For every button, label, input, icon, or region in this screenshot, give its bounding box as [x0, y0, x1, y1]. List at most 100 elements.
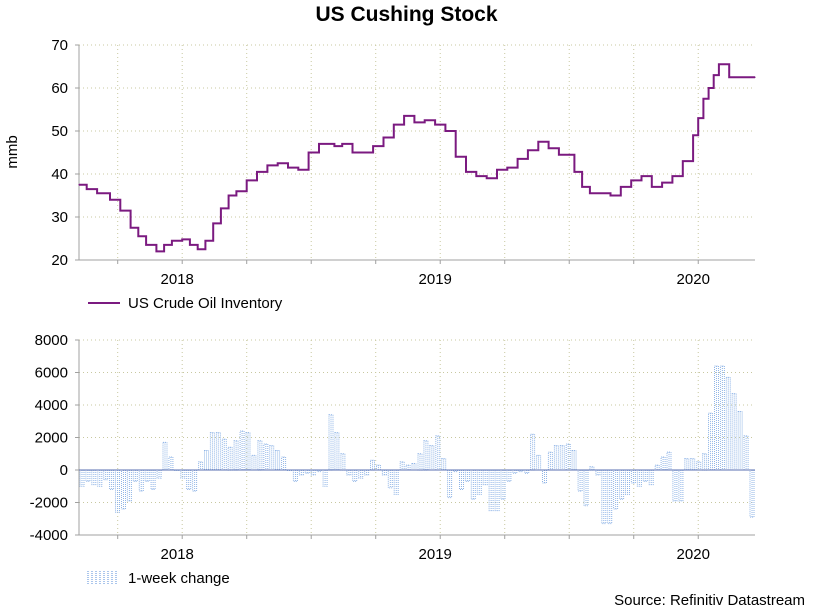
bar-1-week-change: [464, 469, 470, 482]
line-chart-legend: US Crude Oil Inventory: [88, 295, 283, 312]
line-data-point: [403, 115, 405, 117]
line-data-point: [333, 145, 336, 147]
legend-bar-label: 1-week change: [128, 570, 230, 587]
line-data-point: [413, 121, 416, 123]
bar-1-week-change: [144, 469, 150, 482]
line-data-point: [697, 117, 699, 119]
line-chart-x-tick-label: 2020: [677, 271, 710, 288]
line-chart-y-axis-label: mmb: [4, 135, 21, 168]
bar-1-week-change: [132, 469, 138, 482]
bar-chart-grid: [79, 339, 755, 535]
source-note: Source: Refinitiv Datastream: [614, 592, 805, 609]
bar-chart-y-tick-label: 2000: [35, 430, 68, 447]
line-data-point: [630, 179, 632, 182]
line-chart-series: [78, 63, 756, 253]
line-data-point: [96, 192, 98, 194]
line-chart-x-ticks: 2018 2019 2020: [161, 271, 710, 288]
line-data-point: [189, 244, 191, 246]
line-data-point: [297, 169, 299, 171]
line-data-point: [434, 123, 436, 126]
bar-1-week-change: [215, 432, 221, 471]
line-chart-axes: [75, 44, 755, 264]
line-data-point: [444, 130, 446, 132]
line-data-point: [119, 209, 121, 212]
line-data-point: [589, 192, 591, 194]
legend-bar-swatch: [87, 571, 117, 584]
line-data-point: [287, 166, 289, 169]
legend-line-label: US Crude Oil Inventory: [128, 295, 283, 312]
bar-chart-x-tick-label: 2018: [161, 546, 194, 563]
line-data-point: [728, 76, 730, 78]
line-data-point: [130, 227, 132, 229]
bar-1-week-change: [352, 469, 358, 482]
line-data-point: [362, 151, 364, 154]
bar-1-week-change: [506, 469, 512, 482]
bar-chart-axes: [75, 339, 755, 539]
line-series-us-crude-oil-inventory: [79, 63, 755, 253]
line-data-point: [78, 184, 80, 186]
line-data-point: [733, 76, 735, 78]
line-data-point: [506, 166, 508, 169]
line-data-point: [318, 143, 320, 145]
line-data-point: [718, 63, 720, 65]
line-chart-y-tick-label: 70: [51, 37, 68, 54]
line-data-point: [723, 63, 725, 65]
line-data-point: [212, 222, 214, 225]
line-data-point: [220, 207, 222, 209]
line-data-point: [382, 136, 385, 139]
line-data-point: [754, 76, 756, 78]
line-data-point: [341, 143, 343, 145]
bar-chart-y-ticks: -4000 -2000 0 2000 4000 6000 8000: [30, 332, 68, 544]
line-data-point: [749, 76, 751, 78]
line-data-point: [671, 175, 674, 177]
line-data-point: [235, 190, 237, 192]
line-data-point: [266, 164, 268, 166]
line-chart-y-tick-label: 60: [51, 80, 68, 97]
bar-1-week-change: [441, 458, 447, 471]
line-chart-x-tick-label: 2018: [161, 271, 194, 288]
line-data-point: [137, 235, 139, 237]
bar-chart-y-tick-label: 4000: [35, 397, 68, 414]
line-data-point: [640, 175, 643, 177]
line-chart-y-tick-label: 50: [51, 123, 68, 140]
line-data-point: [155, 250, 158, 252]
line-data-point: [537, 141, 539, 143]
bar-chart-y-tick-label: 6000: [35, 365, 68, 382]
line-data-point: [517, 158, 519, 160]
bar-chart-series: [79, 365, 755, 525]
line-data-point: [702, 98, 704, 100]
bar-1-week-change: [642, 469, 648, 482]
line-data-point: [599, 192, 601, 194]
line-data-point: [486, 177, 488, 179]
line-data-point: [609, 194, 612, 197]
line-data-point: [661, 182, 663, 184]
line-chart-x-tick-label: 2019: [419, 271, 452, 288]
bar-chart-legend: 1-week change: [87, 570, 230, 587]
line-data-point: [651, 186, 653, 188]
bar-1-week-change: [245, 432, 251, 471]
line-data-point: [547, 147, 550, 149]
bar-1-week-change: [743, 435, 749, 471]
line-data-point: [496, 169, 498, 171]
line-data-point: [246, 179, 248, 182]
line-chart-y-tick-label: 20: [51, 252, 68, 269]
bar-1-week-change: [227, 446, 233, 471]
line-data-point: [181, 238, 183, 240]
line-chart-y-tick-label: 40: [51, 166, 68, 183]
line-data-point: [620, 186, 622, 188]
bar-1-week-change: [209, 432, 215, 471]
line-data-point: [372, 145, 374, 147]
line-chart-y-ticks: 20 30 40 50 60 70: [51, 37, 68, 269]
line-data-point: [465, 171, 467, 173]
bar-1-week-change: [85, 469, 91, 482]
line-data-point: [527, 149, 529, 151]
bar-1-week-change: [239, 430, 245, 471]
line-data-point: [197, 248, 199, 250]
line-data-point: [326, 143, 328, 145]
line-data-point: [171, 240, 173, 242]
line-chart-y-tick-label: 30: [51, 209, 68, 226]
line-data-point: [692, 134, 694, 136]
bar-chart-x-tick-label: 2020: [677, 546, 710, 563]
bar-1-week-change: [684, 458, 690, 471]
